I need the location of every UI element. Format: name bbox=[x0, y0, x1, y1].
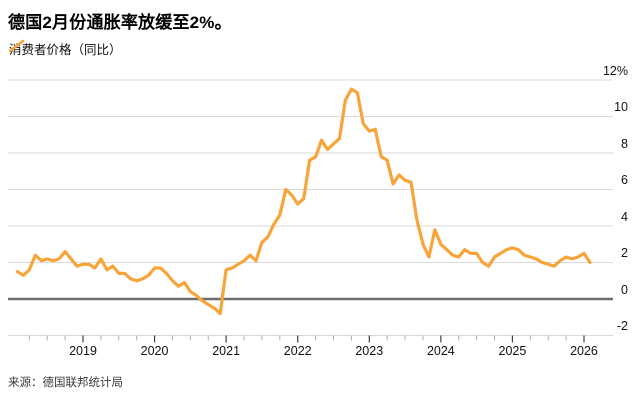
x-axis-tick-label: 2025 bbox=[498, 344, 527, 358]
y-axis-tick-label: 4 bbox=[621, 209, 628, 224]
grid-layer bbox=[8, 79, 613, 336]
source-note: 来源：德国联邦统计局 bbox=[8, 377, 123, 389]
y-axis-tick-label: 8 bbox=[621, 136, 628, 151]
y-axis-tick-label: -2 bbox=[616, 319, 628, 333]
legend-label: 消费者价格（同比） bbox=[9, 43, 122, 57]
x-axis-tick-label: 2026 bbox=[570, 344, 598, 358]
y-axis-tick-label: 6 bbox=[621, 173, 628, 187]
x-axis-tick-label: 2022 bbox=[283, 344, 312, 358]
x-axis-tick-label: 2019 bbox=[69, 344, 97, 358]
legend-line-icon bbox=[9, 39, 25, 53]
y-axis-tick-label: 10 bbox=[614, 100, 628, 114]
chart-title: 德国2月份通胀率放缓至2%。 bbox=[8, 13, 232, 32]
y-axis-tick-label: 2 bbox=[621, 246, 628, 260]
x-axis-tick-label: 2023 bbox=[355, 344, 384, 358]
x-axis-tick-label: 2024 bbox=[426, 344, 455, 358]
cpi-line-series bbox=[15, 87, 592, 316]
x-axis-tick-label: 2020 bbox=[140, 344, 169, 358]
legend: 消费者价格（同比） bbox=[9, 39, 122, 58]
y-axis-tick-label: 12% bbox=[602, 63, 628, 78]
x-axis-tick-label: 2021 bbox=[212, 344, 241, 358]
y-axis-tick-label: 0 bbox=[621, 282, 628, 297]
x-axis-ticks-layer bbox=[28, 335, 585, 343]
